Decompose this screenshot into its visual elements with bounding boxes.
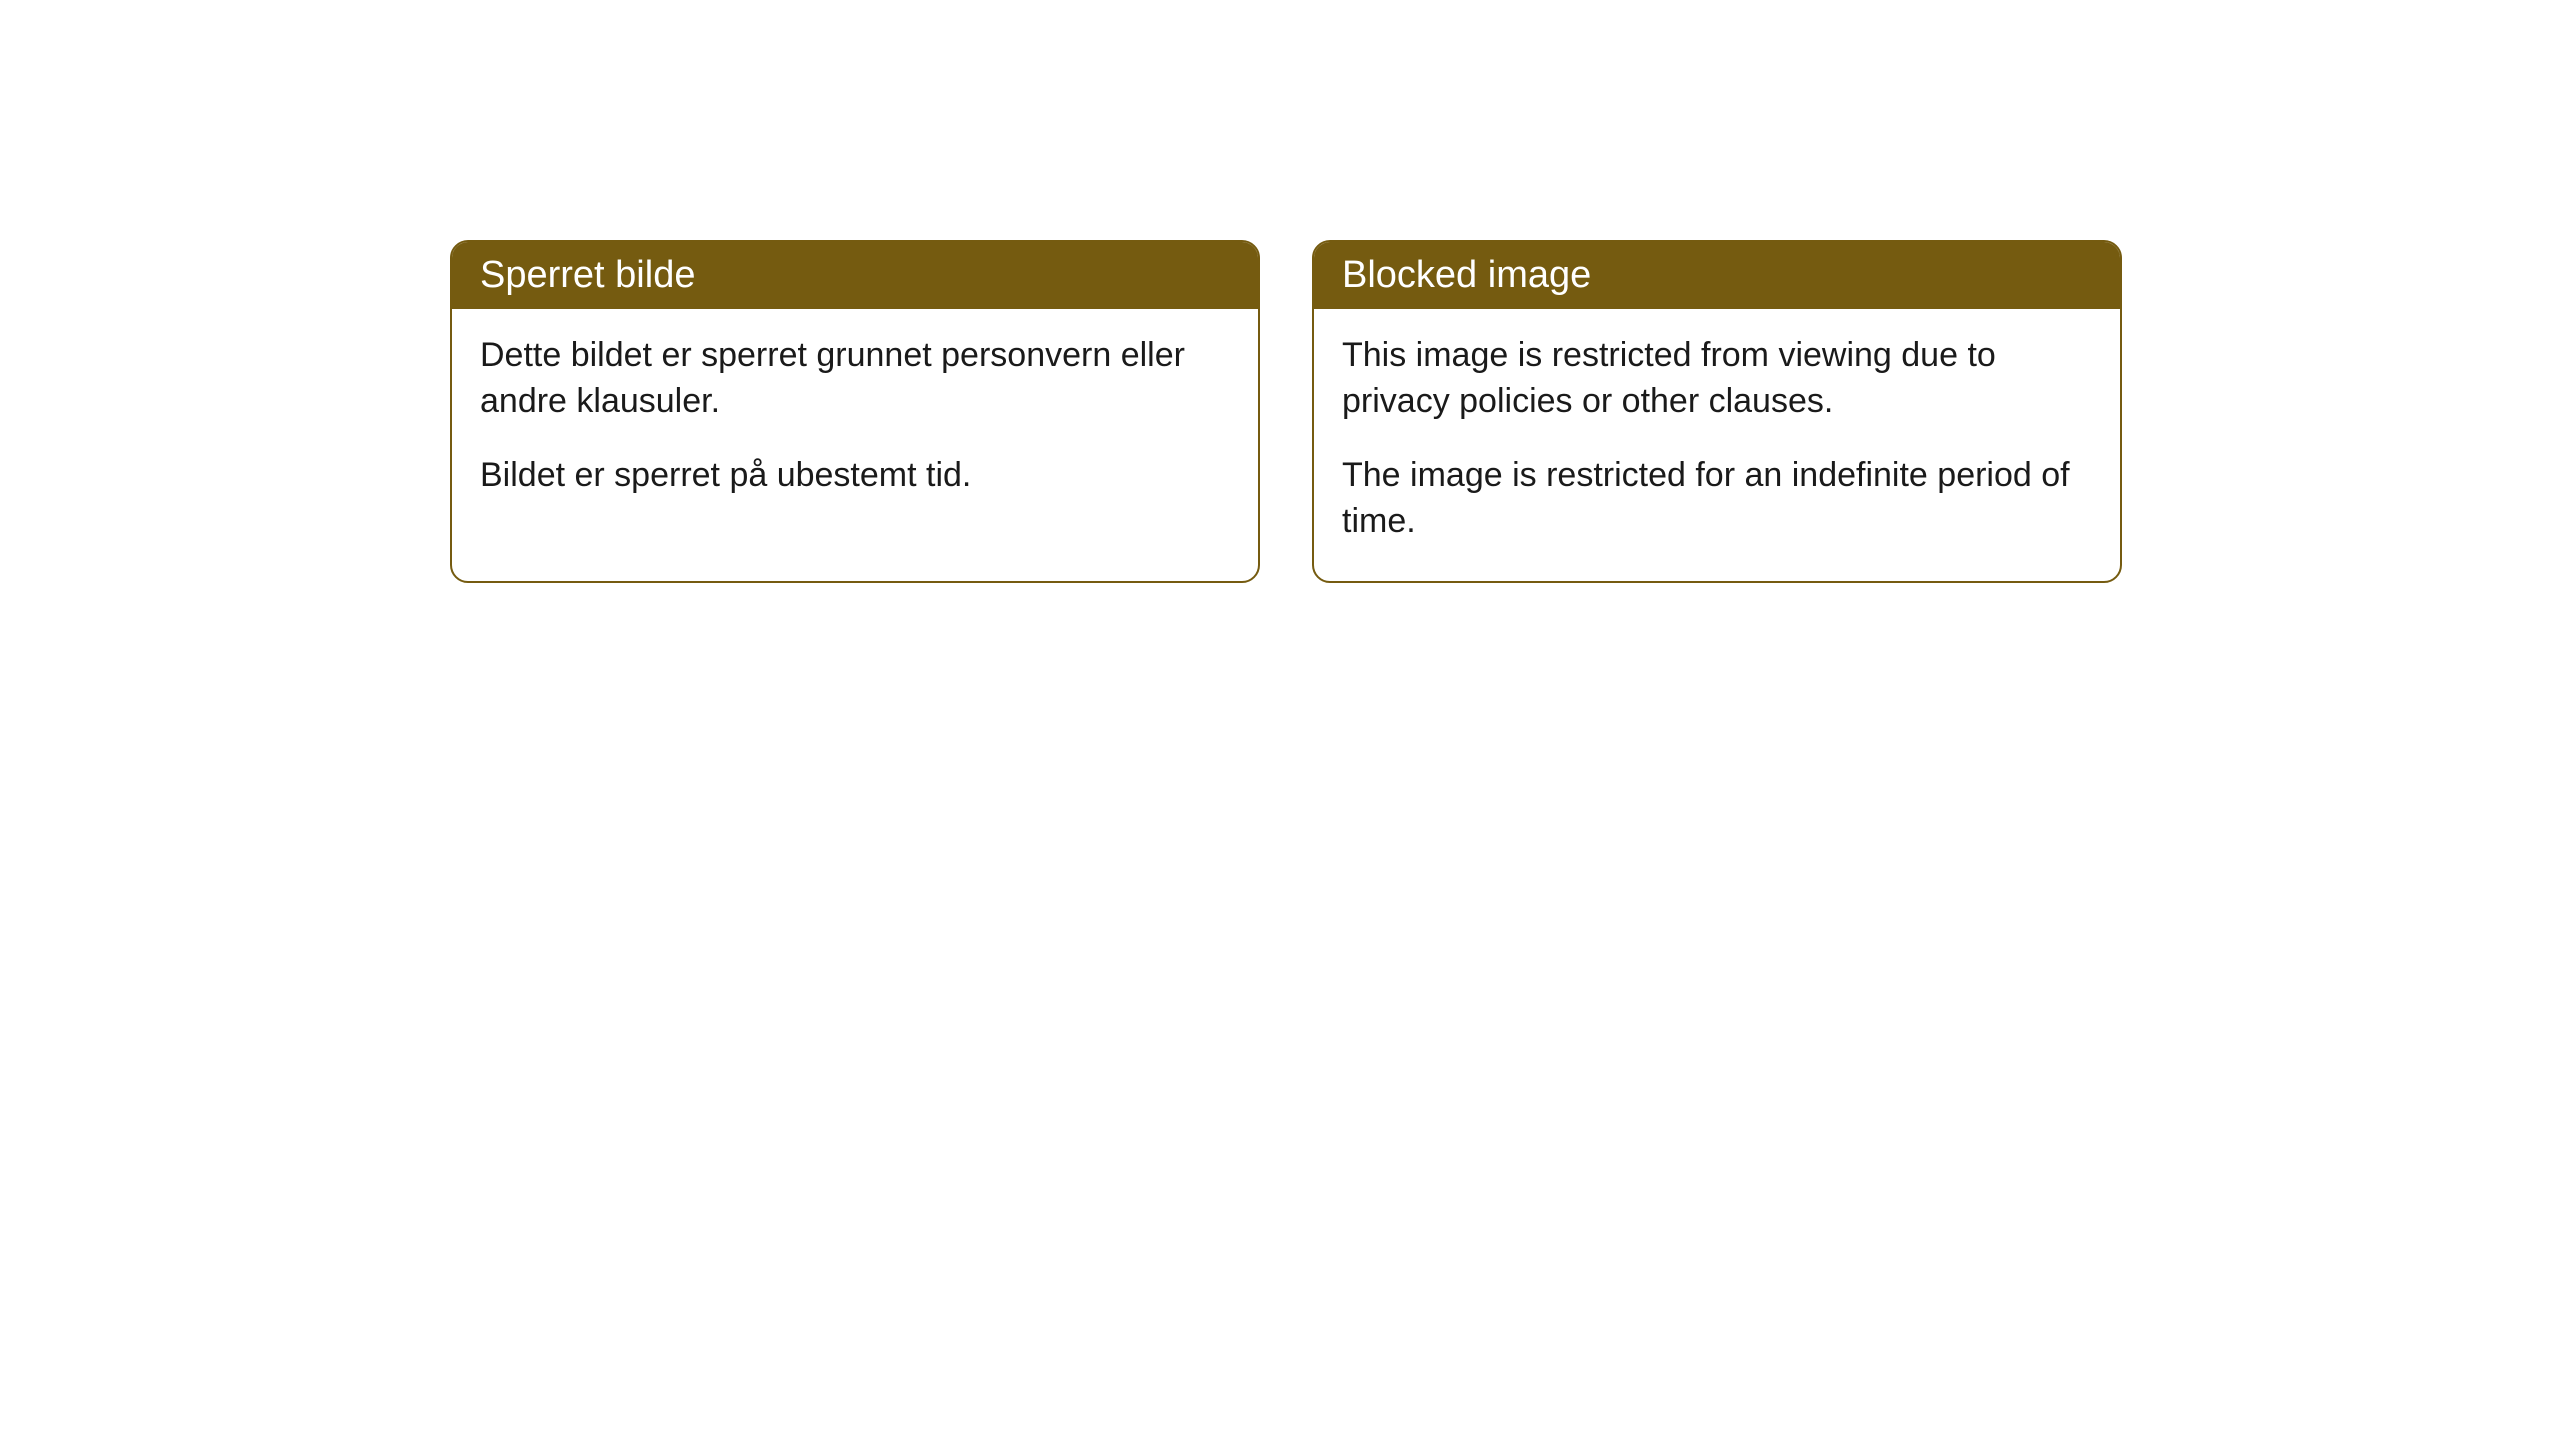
notice-paragraph-1: Dette bildet er sperret grunnet personve… xyxy=(480,333,1230,425)
notice-paragraph-2: Bildet er sperret på ubestemt tid. xyxy=(480,453,1230,499)
card-header: Blocked image xyxy=(1314,242,2120,309)
card-body: Dette bildet er sperret grunnet personve… xyxy=(452,309,1258,535)
notice-card-norwegian: Sperret bilde Dette bildet er sperret gr… xyxy=(450,240,1260,583)
notice-paragraph-2: The image is restricted for an indefinit… xyxy=(1342,453,2092,545)
notice-container: Sperret bilde Dette bildet er sperret gr… xyxy=(450,240,2122,583)
notice-paragraph-1: This image is restricted from viewing du… xyxy=(1342,333,2092,425)
card-header: Sperret bilde xyxy=(452,242,1258,309)
notice-card-english: Blocked image This image is restricted f… xyxy=(1312,240,2122,583)
card-body: This image is restricted from viewing du… xyxy=(1314,309,2120,581)
